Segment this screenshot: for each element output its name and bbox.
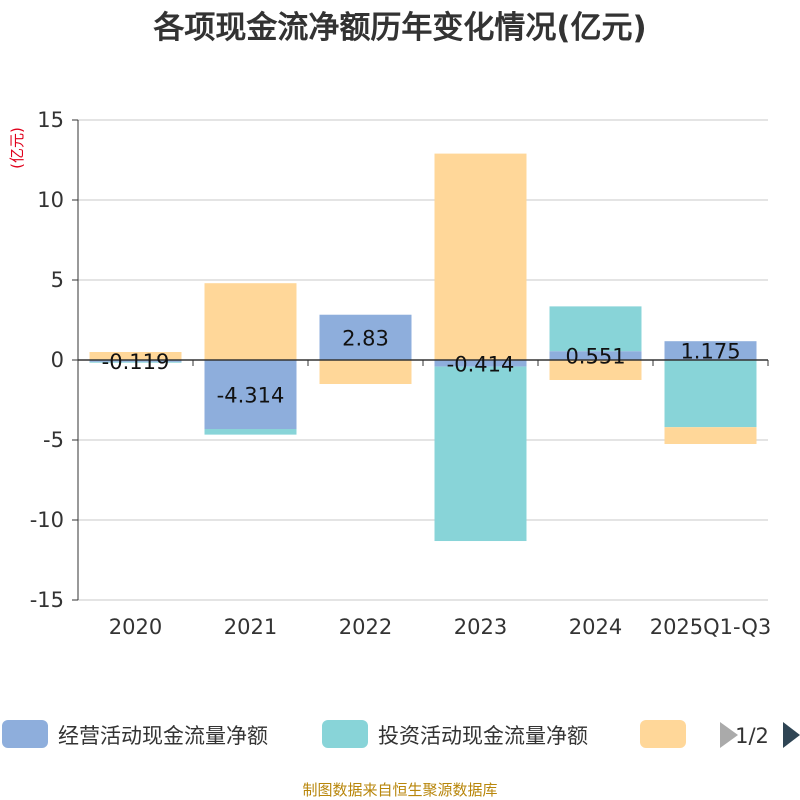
bar-2025Q1-Q3-series-1 — [664, 360, 757, 428]
legend-swatch-2[interactable] — [640, 720, 686, 748]
data-label-2025Q1-Q3: 1.175 — [680, 340, 740, 364]
y-tick-label: 15 — [37, 108, 64, 132]
legend-page-indicator: 1/2 — [735, 724, 769, 748]
x-tick-label-2023: 2023 — [454, 615, 507, 639]
legend-next-page-icon[interactable] — [783, 722, 800, 748]
bar-2024-series-2 — [549, 360, 642, 380]
legend-label-1[interactable]: 投资活动现金流量净额 — [378, 724, 588, 748]
data-label-2020: -0.119 — [102, 350, 170, 374]
bar-2022-series-0 — [319, 314, 412, 360]
x-tick-label-2020: 2020 — [109, 615, 162, 639]
bar-2020-series-0 — [89, 360, 182, 362]
bar-2020-series-1 — [89, 361, 182, 363]
x-tick-label-2025Q1-Q3: 2025Q1-Q3 — [650, 615, 772, 639]
data-labels: -0.119 -4.314 2.83 -0.414 0.551 1.175 — [102, 326, 741, 407]
chart-title: 各项现金流净额历年变化情况(亿元) — [152, 10, 646, 46]
bar-2024-series-0 — [549, 351, 642, 360]
bar-2023-series-0 — [434, 360, 527, 367]
legend-label-0[interactable]: 经营活动现金流量净额 — [58, 724, 268, 748]
axes: 15 10 5 0 -5 -10 -15 2020 2021 2022 2023 2024 2025Q1… — [30, 108, 772, 639]
bar-2020-series-2 — [89, 352, 182, 360]
y-tick-label: 10 — [37, 188, 64, 212]
bar-2025Q1-Q3-series-0 — [664, 341, 757, 360]
y-tick-label: 5 — [51, 268, 64, 292]
y-tick-label: 0 — [51, 348, 64, 372]
legend-swatch-1[interactable] — [322, 720, 368, 748]
bar-2023-series-1 — [434, 366, 527, 542]
y-tick-label: -15 — [30, 588, 64, 612]
bar-2021-series-1 — [204, 429, 297, 435]
legend-swatch-0[interactable] — [2, 720, 48, 748]
x-tick-label-2022: 2022 — [339, 615, 392, 639]
y-tick-label: -5 — [43, 428, 64, 452]
x-tick-label-2021: 2021 — [224, 615, 277, 639]
bar-2024-series-1 — [549, 306, 642, 352]
bar-2021-series-2 — [204, 283, 297, 360]
data-label-2021: -4.314 — [217, 384, 285, 408]
y-axis-label: (亿元) — [8, 127, 26, 169]
bar-2021-series-0 — [204, 360, 297, 430]
legend[interactable]: 经营活动现金流量净额 投资活动现金流量净额 1/2 — [2, 720, 800, 748]
data-label-2022: 2.83 — [342, 326, 389, 350]
bars-group — [89, 153, 757, 542]
y-tick-label: -10 — [30, 508, 64, 532]
data-label-2024: 0.551 — [565, 345, 625, 369]
legend-prev-page-icon[interactable] — [720, 722, 738, 748]
bar-2025Q1-Q3-series-2 — [664, 427, 757, 444]
data-label-2023: -0.414 — [447, 352, 515, 376]
bar-2022-series-2 — [319, 360, 412, 384]
x-tick-label-2024: 2024 — [569, 615, 622, 639]
bar-2023-series-2 — [434, 153, 527, 360]
source-note: 制图数据来自恒生聚源数据库 — [302, 781, 497, 799]
